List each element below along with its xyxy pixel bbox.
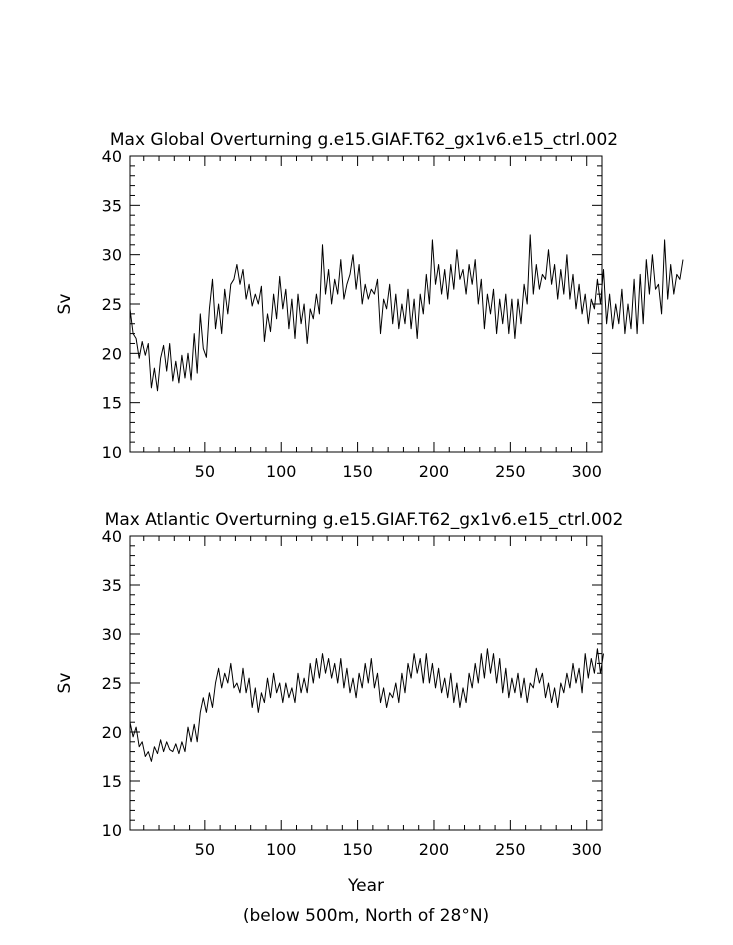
x-tick-label: 100 — [266, 840, 297, 859]
x-tick-label: 250 — [495, 840, 526, 859]
series-line — [129, 234, 684, 392]
y-tick-label: 15 — [102, 772, 122, 791]
y-tick-label: 35 — [102, 196, 122, 215]
global-overturning-panel: Max Global Overturning g.e15.GIAF.T62_gx… — [55, 130, 684, 481]
x-tick-label: 300 — [571, 840, 602, 859]
plot-frame — [129, 155, 603, 453]
y-tick-label: 35 — [102, 576, 122, 595]
x-tick-label: 50 — [195, 840, 215, 859]
chart-title: Max Global Overturning g.e15.GIAF.T62_gx… — [110, 130, 618, 150]
x-tick-label: 100 — [266, 462, 297, 481]
y-tick-label: 25 — [102, 295, 122, 314]
y-tick-label: 10 — [102, 443, 122, 462]
x-axis-label: Year — [347, 876, 384, 896]
y-tick-label: 30 — [102, 625, 122, 644]
plot-frame — [129, 535, 603, 831]
x-tick-label: 250 — [495, 462, 526, 481]
footer-note: (below 500m, North of 28°N) — [243, 906, 489, 926]
x-tick-label: 150 — [342, 462, 373, 481]
chart-title: Max Atlantic Overturning g.e15.GIAF.T62_… — [105, 510, 624, 530]
x-tick-label: 200 — [419, 840, 450, 859]
x-tick-label: 150 — [342, 840, 373, 859]
x-tick-label: 200 — [419, 462, 450, 481]
y-tick-label: 20 — [102, 344, 122, 363]
atlantic-overturning-panel: Max Atlantic Overturning g.e15.GIAF.T62_… — [55, 510, 623, 896]
y-tick-label: 20 — [102, 723, 122, 742]
y-axis-label: Sv — [55, 294, 75, 315]
series-line — [129, 648, 604, 762]
x-tick-label: 50 — [195, 462, 215, 481]
y-tick-label: 40 — [102, 527, 122, 546]
y-axis-label: Sv — [55, 673, 75, 694]
y-tick-label: 10 — [102, 821, 122, 840]
y-tick-label: 40 — [102, 147, 122, 166]
x-tick-label: 300 — [571, 462, 602, 481]
y-tick-label: 15 — [102, 394, 122, 413]
y-tick-label: 25 — [102, 674, 122, 693]
y-tick-label: 30 — [102, 246, 122, 265]
